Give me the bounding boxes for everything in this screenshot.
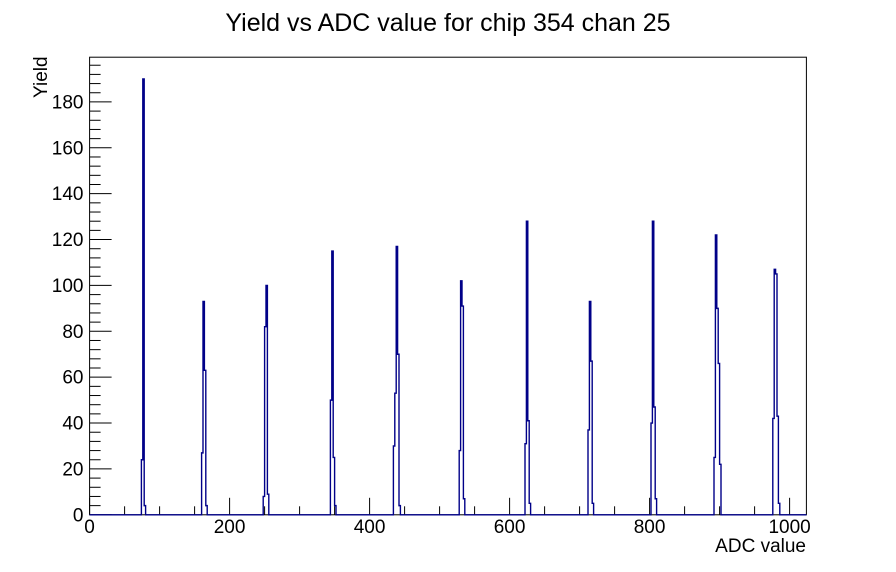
y-tick-label: 20 <box>62 459 83 480</box>
y-tick-label: 120 <box>52 230 84 251</box>
histogram-line <box>89 78 807 516</box>
x-tick-label: 200 <box>214 517 246 538</box>
x-tick-label: 800 <box>634 517 666 538</box>
y-tick-label: 180 <box>52 92 84 113</box>
y-tick-label: 100 <box>52 276 84 297</box>
x-axis-ticks <box>89 497 791 515</box>
y-axis-title: Yield <box>31 56 52 98</box>
x-axis-title: ADC value <box>715 536 806 557</box>
x-axis-tick-labels: 0 200 400 600 800 1000 <box>84 517 810 538</box>
y-axis-ticks <box>89 64 112 516</box>
y-tick-label: 0 <box>73 505 84 526</box>
x-tick-label: 600 <box>494 517 526 538</box>
y-axis-tick-labels: 0 20 40 60 80 100 120 140 160 180 <box>52 92 84 526</box>
y-tick-label: 160 <box>52 138 84 159</box>
y-tick-label: 80 <box>62 322 83 343</box>
y-tick-label: 60 <box>62 368 83 389</box>
plot-frame <box>89 56 807 516</box>
y-tick-label: 140 <box>52 184 84 205</box>
x-tick-label: 1000 <box>768 517 810 538</box>
chart-title: Yield vs ADC value for chip 354 chan 25 <box>225 9 670 37</box>
x-tick-label: 400 <box>354 517 386 538</box>
y-tick-label: 40 <box>62 414 83 435</box>
x-tick-label: 0 <box>84 517 95 538</box>
